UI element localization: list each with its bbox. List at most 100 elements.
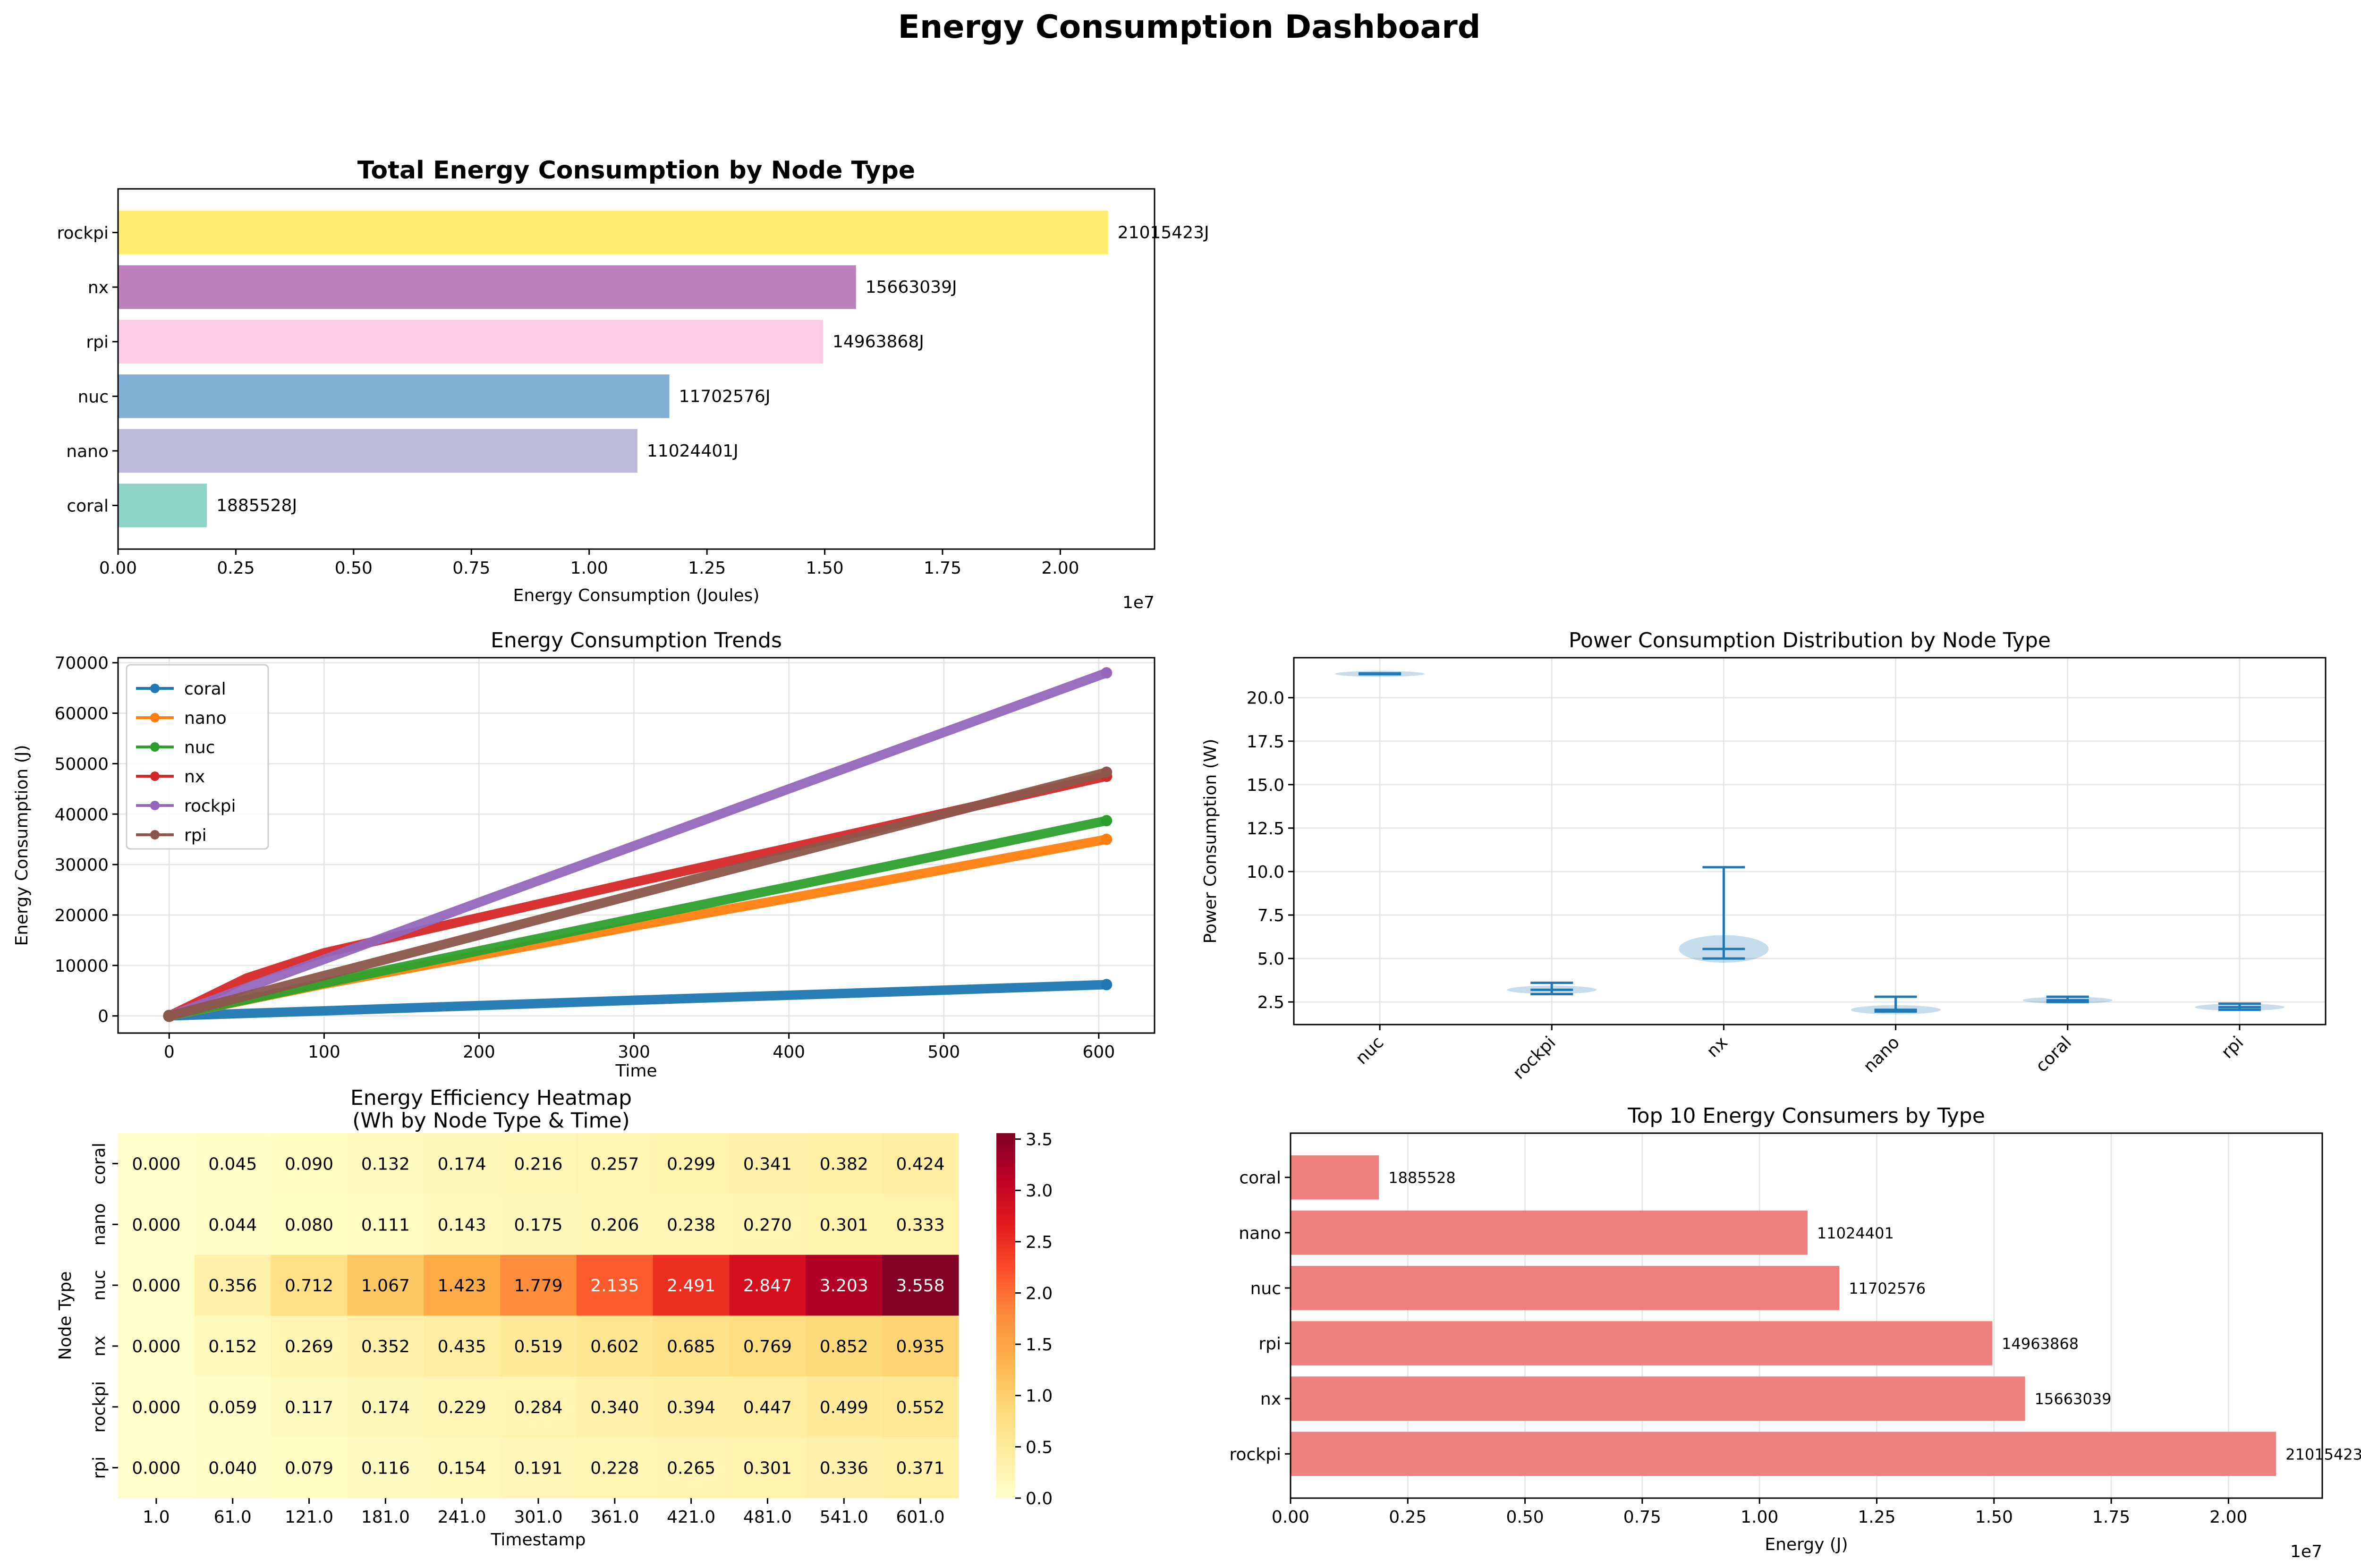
heatmap-cell (424, 1376, 501, 1438)
cell-label: 0.602 (590, 1337, 639, 1356)
data-label: 21015423 (2285, 1445, 2361, 1463)
cell-label: 0.447 (743, 1398, 792, 1417)
origin-marker (163, 1009, 176, 1022)
energy-trend-line-chart: Energy Consumption Trends 0 100 200 300 400 50… (12, 628, 1155, 1081)
chart-title: Total Energy Consumption by Node Type (357, 156, 915, 185)
cell-label: 0.356 (208, 1276, 257, 1296)
cell-label: 0.044 (208, 1215, 257, 1235)
x-tick-label: 1.00 (570, 559, 608, 578)
chart-title-line: Energy Efficiency Heatmap (350, 1086, 632, 1110)
y-tick-label: 30000 (54, 856, 109, 875)
cell-label: 0.045 (208, 1154, 257, 1174)
cell-label: 0.435 (438, 1337, 486, 1356)
cell-label: 1.423 (438, 1276, 486, 1296)
heatmap-cell (347, 1194, 424, 1255)
heatmap-cell (806, 1437, 883, 1499)
cell-label: 0.206 (590, 1215, 639, 1235)
data-label: 15663039J (866, 278, 957, 297)
y-tick-label: 5.0 (1257, 949, 1284, 969)
x-axis-label: Energy (J) (1765, 1535, 1848, 1554)
x-tick-label: 0 (164, 1043, 175, 1062)
data-label: 11702576 (1849, 1280, 1926, 1297)
cell-label: 0.265 (667, 1459, 715, 1478)
bar (118, 483, 207, 527)
axes-frame (117, 188, 1155, 550)
cell-label: 0.299 (667, 1154, 715, 1174)
x-tick-label: 2.00 (2209, 1508, 2247, 1527)
x-axis-label: Energy Consumption (Joules) (513, 586, 760, 605)
colorbar (996, 1133, 1015, 1498)
y-tick-label: rockpi (90, 1381, 109, 1433)
colorbar-tick-label: 1.0 (1026, 1387, 1053, 1406)
x-tick-label: 600 (1083, 1043, 1115, 1062)
heatmap-cell (882, 1376, 959, 1438)
bar (1291, 1376, 2025, 1421)
y-tick-label: nano (66, 442, 109, 461)
data-label: 11024401 (1817, 1224, 1894, 1242)
chart-title: Energy Consumption Trends (491, 628, 782, 653)
heatmap-cell (576, 1437, 654, 1499)
x-tick-label: 241.0 (438, 1508, 486, 1527)
x-tick-label: 541.0 (820, 1508, 868, 1527)
cell-label: 1.779 (514, 1276, 562, 1296)
cell-label: 0.111 (361, 1215, 410, 1235)
heatmap-cell (271, 1315, 348, 1377)
heatmap-cell (194, 1376, 272, 1438)
heatmap-cell (653, 1254, 730, 1316)
cell-label: 0.257 (590, 1154, 639, 1174)
legend-label-rockpi: rockpi (184, 797, 236, 816)
x-tick-label: 500 (927, 1043, 960, 1062)
x-tick-label: 361.0 (590, 1508, 639, 1527)
heatmap-cell (424, 1194, 501, 1255)
x-tick-label: 181.0 (361, 1508, 410, 1527)
data-label: 1885528 (1388, 1169, 1456, 1187)
heatmap-cell (729, 1437, 806, 1499)
y-tick-label: 10.0 (1247, 863, 1284, 882)
cell-label: 0.382 (820, 1154, 868, 1174)
cell-label: 0.080 (285, 1215, 333, 1235)
x-tick-label: 481.0 (743, 1508, 792, 1527)
cell-label: 0.000 (132, 1215, 180, 1235)
x-tick-label: rockpi (1509, 1033, 1559, 1083)
series-marker-rpi (1101, 766, 1113, 778)
heatmap-cell (118, 1194, 195, 1255)
heatmap-cell (118, 1254, 195, 1316)
x-tick-label: coral (2032, 1033, 2075, 1076)
legend-marker-rockpi (150, 801, 160, 810)
bar (118, 429, 637, 473)
y-tick-label: 40000 (54, 805, 109, 824)
bar (1291, 1210, 1808, 1255)
heatmap-cell (806, 1254, 883, 1316)
x-tick-label: 121.0 (285, 1508, 333, 1527)
heatmap-cell (576, 1254, 654, 1316)
heatmap-cell (729, 1315, 806, 1377)
cell-label: 0.685 (667, 1337, 715, 1356)
y-tick-label: nuc (90, 1270, 109, 1300)
data-label: 14963868 (2002, 1335, 2079, 1353)
y-tick-label: 15.0 (1247, 776, 1284, 795)
legend-label-nano: nano (184, 709, 227, 728)
y-tick-label: 12.5 (1247, 819, 1284, 839)
data-label: 11702576J (679, 387, 771, 406)
heatmap-cell (194, 1315, 272, 1377)
cell-label: 3.558 (896, 1276, 945, 1296)
heatmap-cell (347, 1376, 424, 1438)
heatmap-cell (424, 1254, 501, 1316)
cell-label: 0.424 (896, 1154, 945, 1174)
heatmap-cell (271, 1133, 348, 1195)
heatmap-cell (271, 1254, 348, 1316)
legend-label-rpi: rpi (184, 826, 207, 845)
series-marker-rockpi (1101, 667, 1113, 679)
series-line-nuc (164, 816, 1112, 1021)
heatmap-cell (194, 1133, 272, 1195)
chart-title: Power Consumption Distribution by Node T… (1569, 628, 2051, 653)
heatmap-cell (424, 1133, 501, 1195)
heatmap-cell (194, 1254, 272, 1316)
legend-box (126, 664, 269, 850)
heatmap-cell (271, 1194, 348, 1255)
x-tick-label: 100 (308, 1043, 340, 1062)
heatmap-cell (653, 1315, 730, 1377)
heatmap-cell (576, 1376, 654, 1438)
x-tick-label: 200 (463, 1043, 495, 1062)
heatmap-cell (118, 1437, 195, 1499)
